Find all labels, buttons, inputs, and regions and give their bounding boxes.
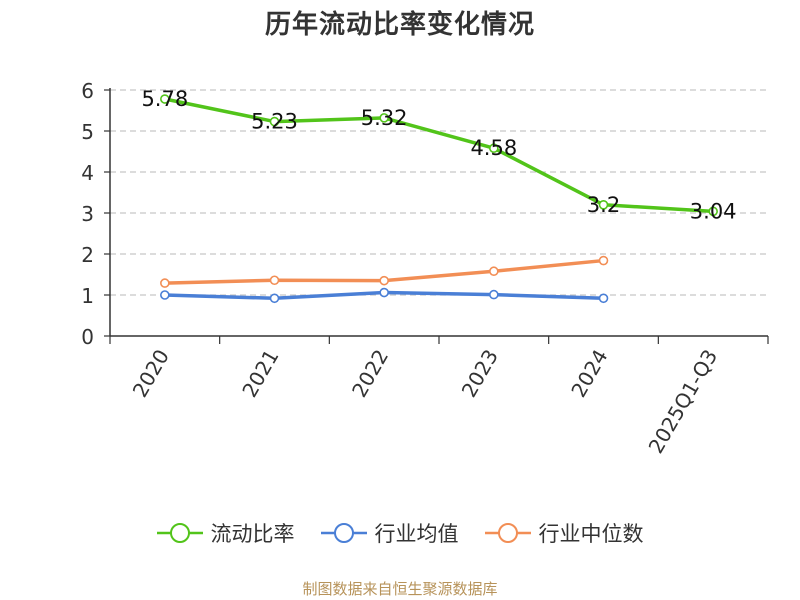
y-tick-label: 6 (81, 79, 94, 103)
y-tick-label: 4 (81, 161, 94, 185)
legend-item-industry-mean[interactable]: 行业均值 (320, 518, 459, 548)
data-point (598, 200, 609, 210)
data-point (269, 275, 280, 286)
data-label: 5.78 (141, 87, 188, 111)
y-tick-label: 1 (81, 284, 94, 308)
data-point (489, 266, 499, 277)
data-point (379, 275, 389, 286)
legend-label: 行业均值 (374, 522, 459, 546)
legend-label: 流动比率 (210, 522, 295, 546)
source-note: 制图数据来自恒生聚源数据库 (302, 580, 498, 598)
legend-item-current-ratio[interactable]: 流动比率 (156, 518, 295, 548)
y-tick-label: 2 (81, 243, 94, 267)
legend-line-icon (484, 523, 531, 543)
x-tick-label: 2022 (347, 345, 393, 401)
data-point (269, 293, 280, 304)
legend-label: 行业中位数 (538, 522, 644, 546)
series-line (164, 97, 714, 214)
chart-legend: 流动比率 行业均值 行业中位数 (0, 518, 800, 548)
data-label: 3.2 (587, 193, 620, 217)
y-tick-label: 5 (81, 120, 94, 144)
x-tick-label: 2021 (237, 345, 283, 401)
chart-title: 历年流动比率变化情况 (264, 10, 535, 40)
data-point (160, 290, 170, 300)
data-point (708, 206, 718, 217)
data-point (489, 289, 499, 300)
data-label: 4.58 (470, 136, 517, 160)
x-tick-label: 2025Q1-Q3 (644, 345, 723, 457)
y-tick-label: 0 (81, 325, 94, 349)
x-tick-label: 2024 (566, 345, 612, 401)
data-point (160, 278, 170, 288)
data-label: 5.23 (251, 110, 298, 134)
data-label: 5.32 (361, 106, 408, 130)
data-point (269, 116, 280, 127)
legend-item-industry-median[interactable]: 行业中位数 (484, 518, 644, 548)
x-tick-label: 2020 (128, 345, 174, 401)
data-point (598, 293, 609, 304)
legend-line-icon (320, 523, 367, 543)
x-tick-label: 2023 (457, 345, 503, 401)
legend-line-icon (156, 523, 203, 543)
data-label: 3.04 (690, 199, 737, 223)
data-point (379, 113, 389, 123)
y-tick-label: 3 (81, 202, 94, 226)
data-point (379, 287, 389, 298)
data-point (160, 94, 170, 104)
data-point (598, 255, 609, 266)
data-point (489, 143, 499, 154)
